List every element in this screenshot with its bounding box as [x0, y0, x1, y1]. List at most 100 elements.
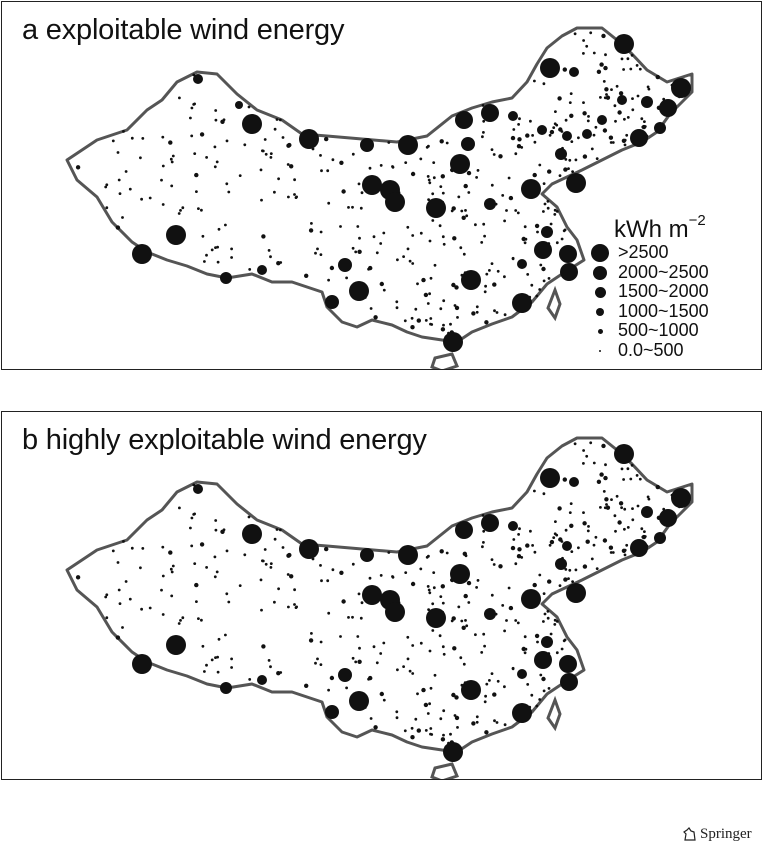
station-dot: [563, 167, 568, 172]
station-dot: [194, 172, 199, 178]
station-dot: [325, 705, 339, 719]
station-dot: [492, 282, 497, 287]
station-dot: [427, 144, 430, 148]
station-dot: [257, 265, 267, 275]
station-dot: [521, 589, 541, 609]
station-dot: [623, 117, 626, 121]
station-dot: [441, 601, 445, 605]
station-dot: [351, 205, 354, 209]
station-dot: [421, 687, 426, 693]
station-dot: [618, 501, 624, 506]
station-dot: [452, 236, 457, 241]
station-dot: [111, 549, 115, 553]
station-dot: [643, 120, 646, 123]
station-dot: [542, 182, 546, 186]
station-dot: [439, 549, 444, 554]
station-dot: [592, 461, 596, 465]
station-dot: [354, 660, 358, 664]
station-dot: [516, 211, 520, 215]
station-dot: [287, 142, 292, 148]
station-dot: [141, 137, 145, 140]
station-dot: [587, 115, 590, 118]
station-dot: [339, 225, 342, 228]
station-dot: [542, 279, 546, 283]
station-dot: [439, 139, 444, 144]
station-dot: [564, 568, 568, 571]
station-dot: [319, 230, 323, 234]
station-dot: [585, 454, 589, 458]
station-dot: [620, 57, 624, 61]
station-dot: [482, 541, 485, 544]
station-dot: [620, 506, 623, 510]
station-dot: [590, 557, 594, 561]
station-dot: [439, 717, 443, 721]
station-dot: [659, 99, 677, 117]
station-dot: [541, 226, 553, 238]
station-dot: [517, 669, 527, 679]
station-dot: [171, 564, 175, 568]
station-dot: [562, 541, 572, 551]
station-dot: [404, 161, 408, 165]
station-dot: [571, 580, 574, 583]
station-dot: [638, 67, 642, 71]
station-dot: [539, 263, 543, 267]
station-dot: [605, 505, 611, 510]
station-dot: [294, 196, 298, 200]
station-dot: [320, 169, 323, 173]
station-dot: [273, 127, 277, 131]
station-dot: [452, 646, 457, 651]
station-dot: [345, 276, 348, 280]
station-dot: [263, 548, 267, 551]
station-dot: [269, 152, 273, 156]
station-dot: [269, 562, 273, 565]
station-dot: [403, 319, 407, 323]
station-dot: [105, 206, 109, 210]
station-dot: [501, 604, 505, 607]
station-dot: [387, 141, 391, 144]
station-dot: [438, 224, 442, 228]
station-dot: [517, 533, 520, 536]
station-dot: [424, 319, 428, 322]
station-dot: [248, 268, 252, 271]
legend-unit-exponent: −2: [688, 212, 706, 229]
station-dot: [570, 140, 574, 144]
station-dot: [359, 616, 363, 620]
station-dot: [293, 588, 296, 592]
station-dot: [553, 208, 557, 212]
station-dot: [429, 727, 433, 730]
station-dot: [569, 92, 573, 95]
station-dot: [609, 551, 613, 554]
station-dot: [104, 595, 108, 599]
station-dot: [428, 292, 431, 296]
station-dot: [647, 497, 651, 501]
station-dot: [586, 529, 590, 533]
station-dot: [532, 582, 537, 588]
station-dot: [490, 672, 494, 675]
station-dot: [190, 106, 194, 110]
station-dot: [625, 133, 629, 137]
station-dot: [115, 635, 121, 640]
station-dot: [498, 154, 503, 159]
legend-unit-base: kWh m: [614, 216, 689, 243]
station-dot: [490, 183, 494, 187]
legend-row: 2000~2500: [592, 262, 761, 283]
station-dot: [354, 250, 358, 254]
station-dot: [349, 691, 369, 711]
station-dot: [529, 529, 532, 533]
station-dot: [195, 190, 198, 194]
station-dot: [269, 156, 273, 159]
station-dot: [490, 262, 494, 265]
station-dot: [327, 278, 330, 282]
station-dot: [566, 173, 586, 193]
station-dot: [464, 619, 467, 622]
station-dot: [495, 721, 499, 724]
station-dot: [536, 640, 539, 644]
station-dot: [503, 629, 506, 633]
station-dot: [269, 665, 272, 669]
station-dot: [213, 575, 217, 579]
station-dot: [467, 601, 471, 604]
station-dot: [263, 138, 267, 141]
station-dot: [451, 282, 456, 288]
station-dot: [564, 158, 568, 161]
station-dot: [248, 678, 252, 681]
